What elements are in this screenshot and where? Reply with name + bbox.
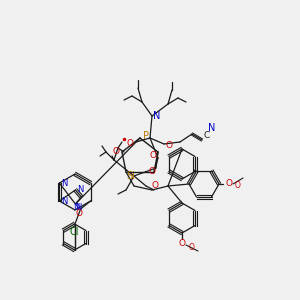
Text: N: N: [73, 203, 80, 212]
Text: O: O: [152, 182, 158, 190]
Text: N: N: [61, 196, 68, 206]
Text: O: O: [166, 142, 172, 151]
Text: O: O: [178, 238, 185, 247]
Text: N: N: [77, 185, 84, 194]
Text: N: N: [61, 178, 68, 188]
Text: Si: Si: [127, 171, 135, 181]
Text: N: N: [153, 111, 161, 121]
Text: O: O: [149, 151, 157, 160]
Text: O: O: [127, 140, 134, 148]
Text: C: C: [204, 130, 210, 140]
Text: O: O: [112, 148, 119, 157]
Text: O: O: [189, 242, 195, 251]
Text: P: P: [143, 131, 149, 141]
Text: O: O: [75, 208, 82, 217]
Text: N: N: [208, 123, 216, 133]
Text: N: N: [75, 203, 81, 212]
Text: O: O: [148, 167, 155, 176]
Text: Cl: Cl: [70, 227, 79, 237]
Text: O: O: [235, 182, 241, 190]
Text: O: O: [226, 179, 232, 188]
